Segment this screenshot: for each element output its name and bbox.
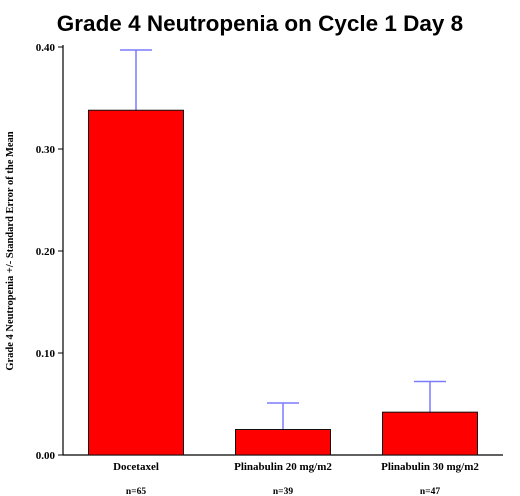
chart-title: Grade 4 Neutropenia on Cycle 1 Day 8 (57, 11, 463, 36)
sample-size-label: n=47 (420, 487, 440, 496)
bar (88, 109, 184, 456)
x-category-label: Plinabulin 30 mg/m2 (381, 461, 479, 473)
y-tick-label: 0.00 (36, 450, 56, 462)
y-tick-label: 0.40 (36, 42, 56, 54)
plot-area: 0.00 0.10 0.20 0.30 0.40 Docetaxel n=65 Plinabu… (36, 42, 503, 496)
y-tick-label: 0.20 (36, 246, 56, 258)
y-axis-label: Grade 4 Neutropenia +/- Standard Error o… (5, 131, 16, 370)
bar (235, 429, 331, 456)
x-category-label: Docetaxel (113, 461, 159, 473)
x-category-label: Plinabulin 20 mg/m2 (234, 461, 332, 473)
y-tick-label: 0.10 (36, 348, 56, 360)
sample-size-label: n=39 (273, 487, 293, 496)
bar (382, 411, 478, 456)
y-tick-label: 0.30 (36, 144, 56, 156)
sample-size-label: n=65 (126, 487, 146, 496)
